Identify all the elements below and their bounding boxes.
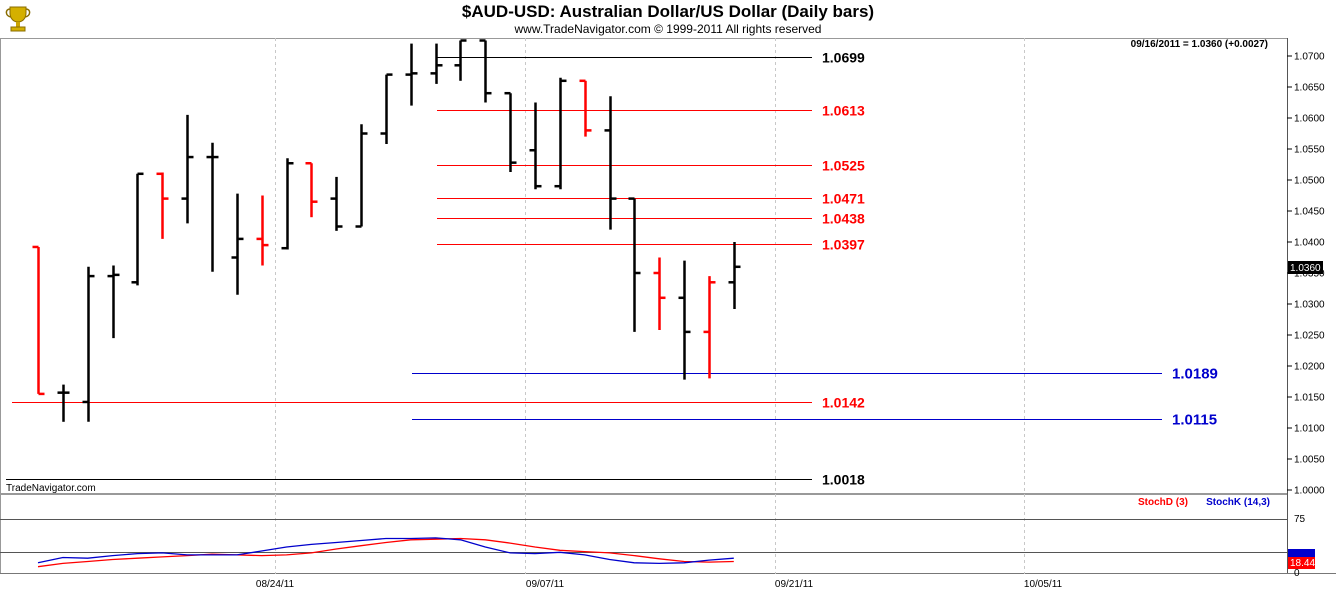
y-tick-label: 1.0050 <box>1294 455 1325 466</box>
stochd-legend: StochD (3) <box>1138 497 1188 508</box>
watermark-text: TradeNavigator.com <box>6 483 96 494</box>
chart-title: $AUD-USD: Australian Dollar/US Dollar (D… <box>461 2 875 21</box>
stochd-last-value: 18.44 <box>1290 558 1315 569</box>
stoch-series-line <box>37 537 734 568</box>
y-tick-label: 1.0700 <box>1294 52 1325 63</box>
level-label: 1.0613 <box>822 103 865 119</box>
last-price-tag: 1.0360 <box>1288 261 1323 274</box>
y-tick-label: 1.0300 <box>1294 300 1325 311</box>
level-label: 1.0018 <box>822 472 865 488</box>
trophy-logo-icon <box>5 6 31 32</box>
y-tick-label: 1.0200 <box>1294 362 1325 373</box>
y-tick-label: 1.0600 <box>1294 114 1325 125</box>
last-price-label: 1.0360 <box>1290 263 1321 274</box>
level-label: 1.0115 <box>1172 412 1217 429</box>
y-tick-label: 1.0650 <box>1294 83 1325 94</box>
stoch-tick-75: 75 <box>1294 514 1306 525</box>
level-label: 1.0189 <box>1172 366 1218 383</box>
y-tick-label: 1.0450 <box>1294 207 1325 218</box>
chart-header: $AUD-USD: Australian Dollar/US Dollar (D… <box>0 0 1336 38</box>
level-label: 1.0438 <box>822 211 865 227</box>
y-tick-label: 1.0400 <box>1294 238 1325 249</box>
x-tick-label: 08/24/11 <box>256 579 295 590</box>
stoch-series-line <box>37 537 734 565</box>
level-label: 1.0525 <box>822 158 865 174</box>
level-label: 1.0397 <box>822 237 865 253</box>
vertical-gridlines <box>275 38 1025 574</box>
y-tick-label: 1.0000 <box>1294 486 1325 497</box>
y-tick-label: 1.0550 <box>1294 145 1325 156</box>
x-axis: 08/24/11 09/07/11 09/21/11 10/05/11 <box>256 579 1063 590</box>
level-label: 1.0699 <box>822 50 865 66</box>
x-tick-label: 09/07/11 <box>526 579 565 590</box>
y-tick-label: 1.0500 <box>1294 176 1325 187</box>
stochk-legend: StochK (14,3) <box>1206 497 1270 508</box>
y-tick-label: 1.0250 <box>1294 331 1325 342</box>
y-tick-label: 1.0150 <box>1294 393 1325 404</box>
x-tick-label: 10/05/11 <box>1024 579 1063 590</box>
level-label: 1.0471 <box>822 191 865 207</box>
stochd-last-tag <box>1288 557 1315 569</box>
level-label: 1.0142 <box>822 395 865 411</box>
price-level-lines: 1.0699 1.0613 1.0525 1.0471 1.0438 1.0397 1.01… <box>6 50 1218 488</box>
stoch-tick-0: 0 <box>1294 568 1300 579</box>
y-tick-label: 1.0100 <box>1294 424 1325 435</box>
ohlc-bars <box>32 39 741 422</box>
chart-subtitle: www.TradeNavigator.com © 1999-2011 All r… <box>514 22 822 36</box>
x-tick-label: 09/21/11 <box>775 579 814 590</box>
readout-text: 09/16/2011 = 1.0360 (+0.0027) <box>1131 39 1268 50</box>
stochastic-panel: StochD (3) StochK (14,3) 75 0 18.44 <box>0 497 1315 579</box>
